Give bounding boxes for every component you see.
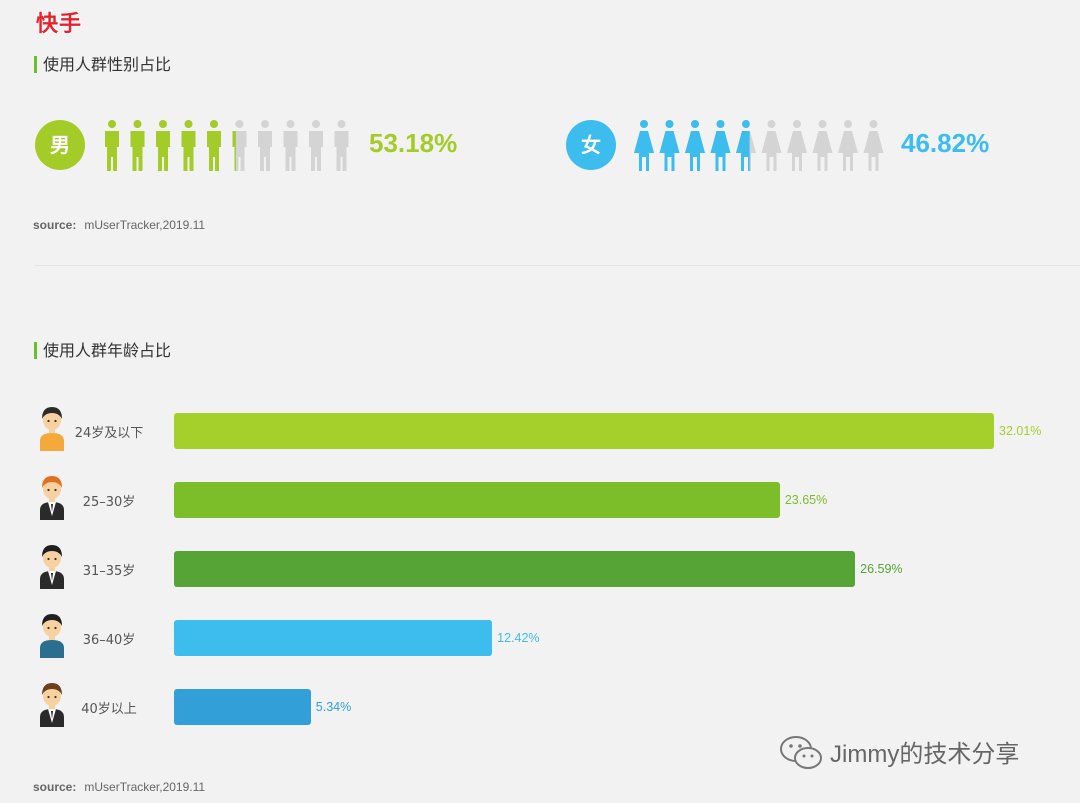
age-row: 36–40岁 12.42%: [0, 614, 1080, 658]
age-bar-value-label: 12.42%: [497, 631, 540, 645]
age-category-label: 24岁及以下: [74, 426, 144, 441]
female-person-icon: [685, 120, 705, 171]
watermark-text: Jimmy的技术分享: [830, 741, 1020, 768]
gender-source-text: mUserTracker,2019.11: [84, 218, 206, 232]
age-bar-value-label: 23.65%: [784, 493, 828, 507]
male-person-icon: [105, 120, 119, 171]
male-people-icons: [105, 120, 349, 171]
female-person-icon: [838, 120, 858, 171]
gender-source: source: mUserTracker,2019.11: [33, 218, 205, 232]
age-bar: [174, 482, 780, 518]
female-person-icon: [787, 120, 807, 171]
section-divider: [34, 265, 1080, 266]
male-person-icon: [232, 120, 247, 171]
person-avatar-icon: [40, 407, 64, 451]
female-person-icon: [863, 120, 884, 171]
age-bar: [174, 413, 994, 449]
female-person-icon: [634, 120, 654, 171]
age-source-text: mUserTracker,2019.11: [84, 780, 206, 794]
wechat-icon: [780, 736, 822, 769]
age-row: 40岁以上 5.34%: [0, 683, 1080, 727]
female-person-icon: [761, 120, 782, 171]
age-bar: [174, 689, 311, 725]
age-bar-value-label: 26.59%: [860, 562, 903, 576]
gender-section-title: 使用人群性别占比: [34, 56, 171, 73]
person-avatar-icon: [40, 545, 64, 589]
age-category-label: 40岁以上: [81, 702, 137, 717]
age-bar-value-label: 32.01%: [999, 424, 1042, 438]
male-person-icon: [181, 120, 196, 171]
person-avatar-icon: [40, 614, 64, 658]
age-category-label: 36–40岁: [82, 633, 136, 648]
age-row: 31–35岁 26.59%: [0, 545, 1080, 589]
male-percent: 53.18%: [369, 128, 458, 158]
age-source: source: mUserTracker,2019.11: [33, 780, 205, 794]
male-person-icon: [156, 120, 170, 171]
person-avatar-icon: [40, 476, 64, 520]
age-bar: [174, 551, 856, 587]
female-person-icon: [812, 120, 833, 171]
age-bar: [174, 620, 493, 656]
female-badge: 女: [566, 120, 616, 170]
age-section-title: 使用人群年龄占比: [34, 342, 171, 359]
male-person-icon: [207, 120, 221, 171]
female-person-icon: [659, 120, 680, 171]
male-person-icon: [334, 120, 349, 171]
gender-source-label: source:: [33, 218, 77, 232]
male-badge: 男: [35, 120, 85, 170]
age-category-label: 31–35岁: [82, 564, 136, 579]
female-people-icons: [634, 120, 884, 171]
male-person-icon: [130, 120, 145, 171]
male-person-icon: [283, 120, 298, 171]
age-source-label: source:: [33, 780, 77, 794]
age-row: 25–30岁 23.65%: [0, 476, 1080, 520]
male-person-icon: [309, 120, 323, 171]
age-category-label: 25–30岁: [82, 495, 136, 510]
brand-title: 快手: [36, 12, 83, 37]
female-person-icon: [736, 120, 756, 171]
female-percent: 46.82%: [901, 128, 990, 158]
age-bar-value-label: 5.34%: [315, 700, 352, 714]
age-row: 24岁及以下 32.01%: [0, 407, 1080, 451]
female-person-icon: [710, 120, 731, 171]
person-avatar-icon: [40, 683, 64, 727]
male-person-icon: [258, 120, 272, 171]
